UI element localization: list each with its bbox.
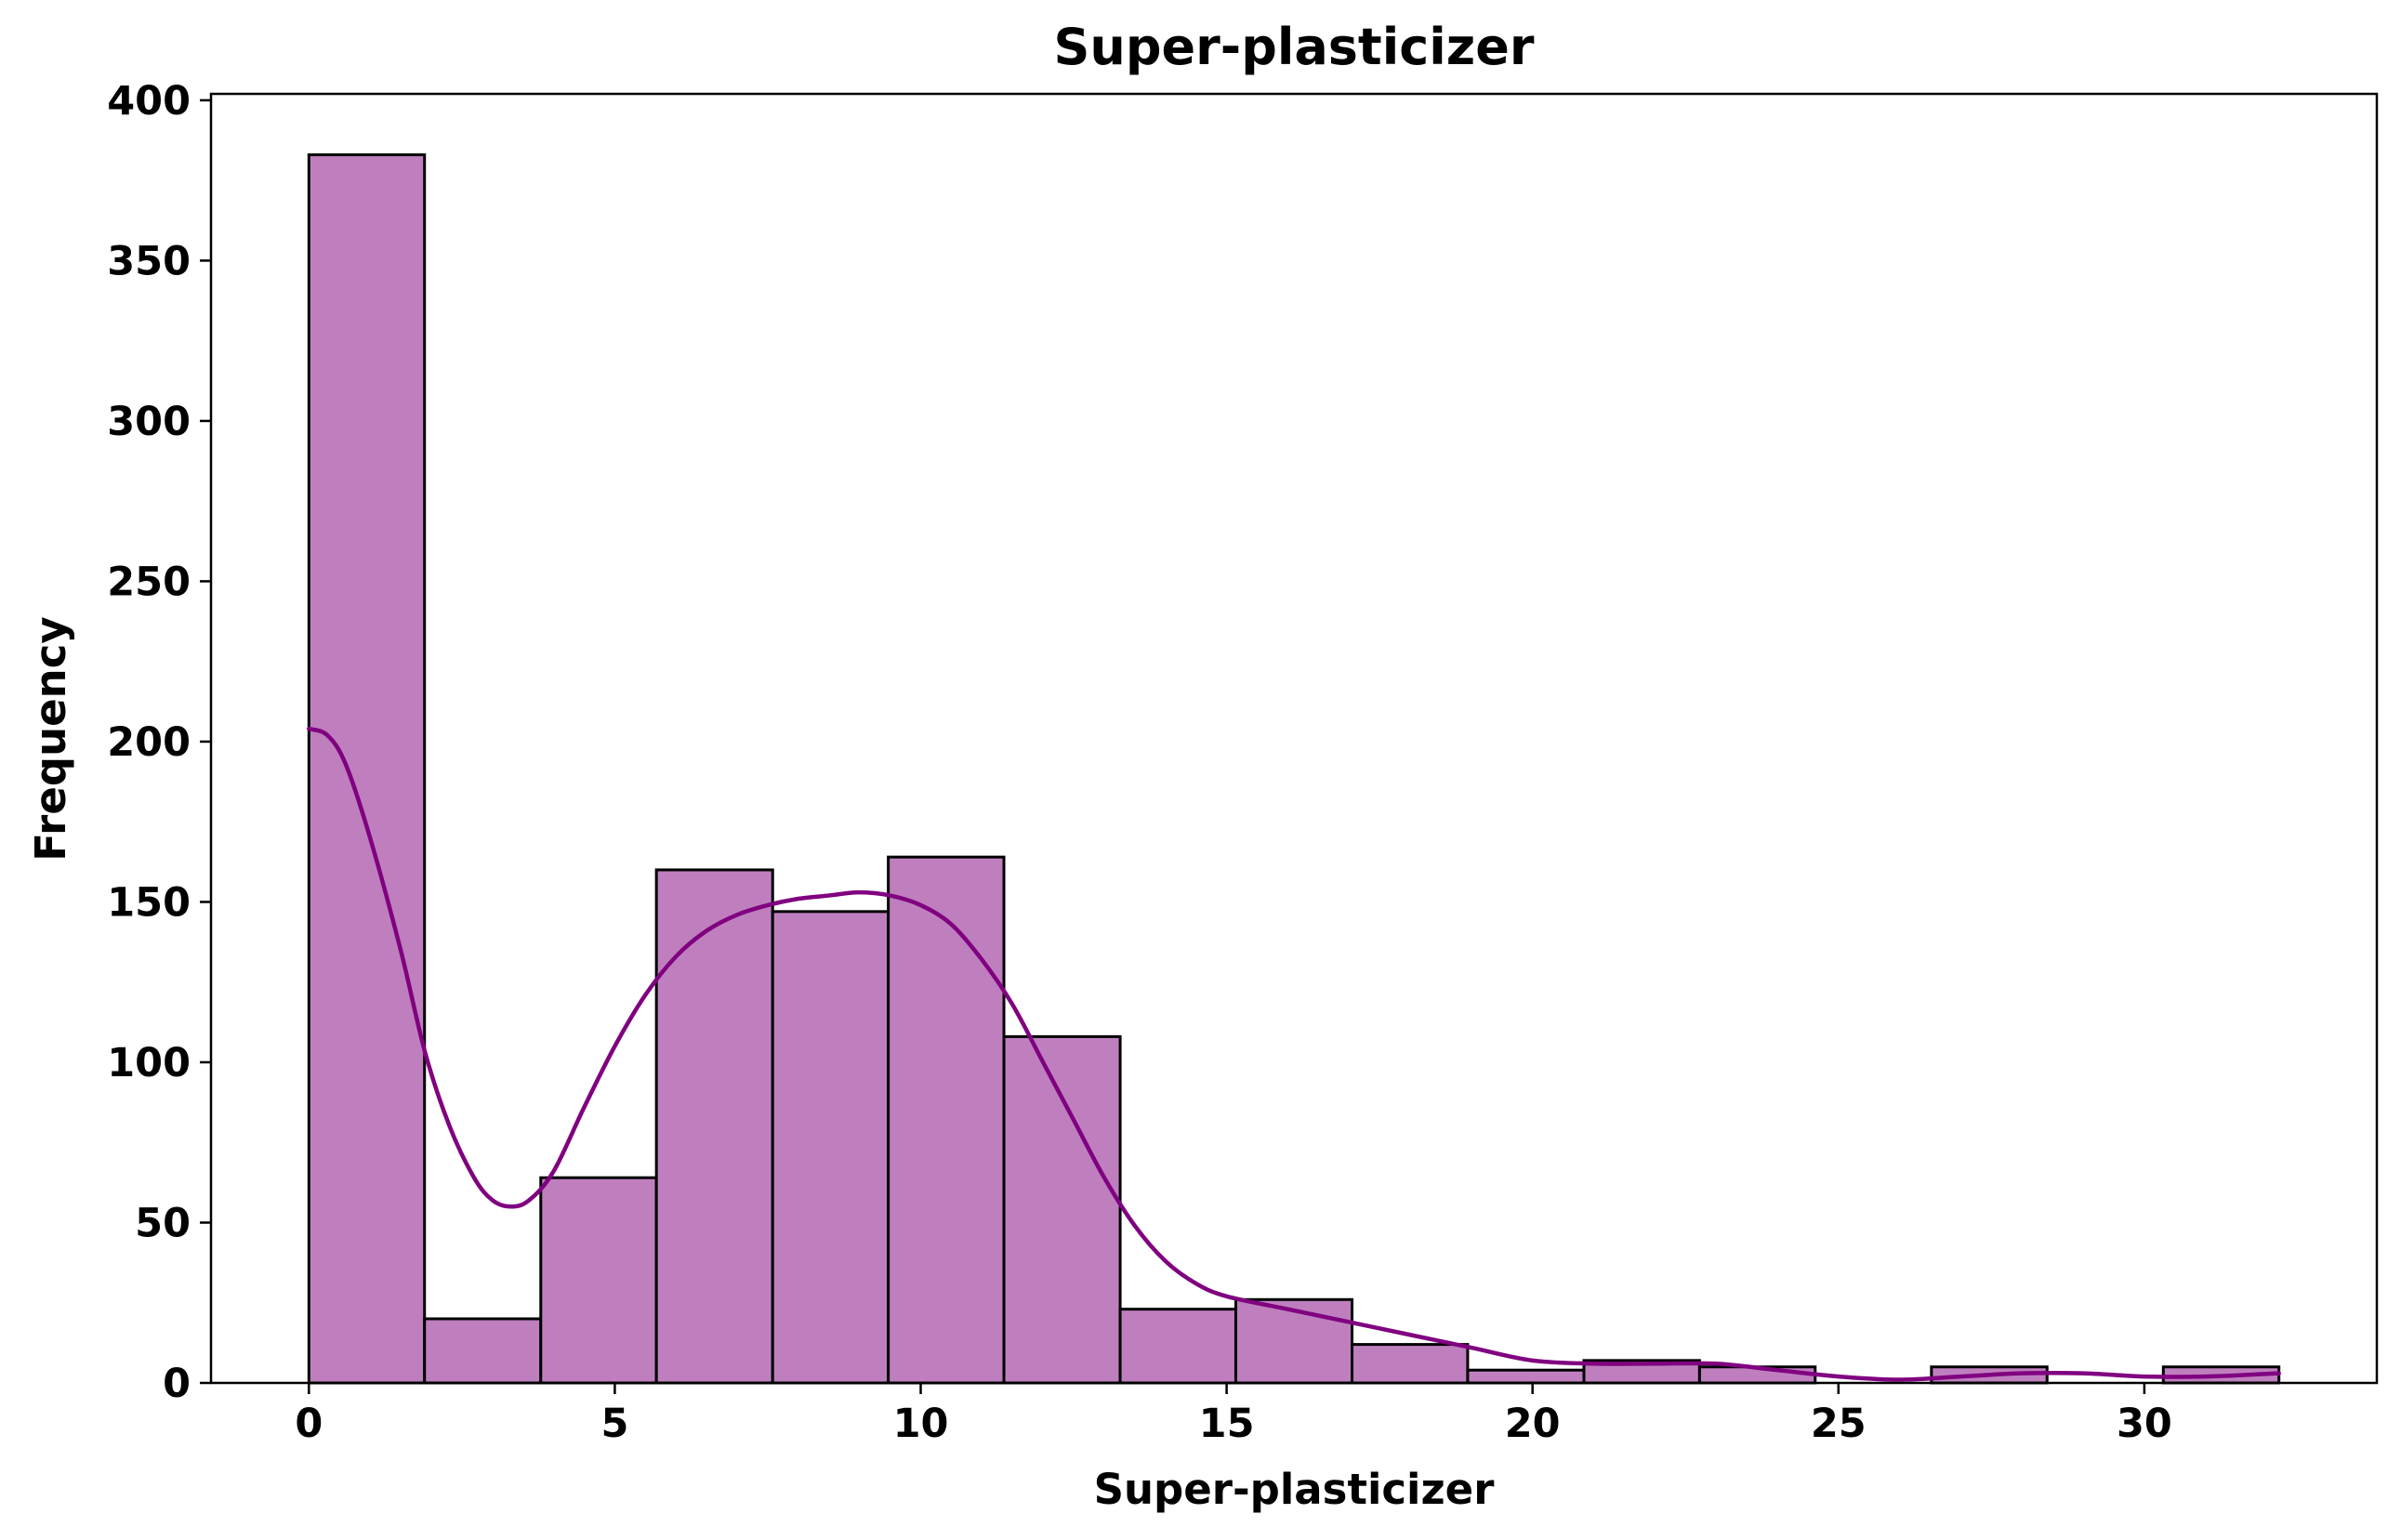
histogram-bar: [1233, 1297, 1354, 1385]
y-tick-label: 250: [107, 559, 191, 605]
x-tick-label: 5: [600, 1401, 628, 1447]
y-tick-label: 0: [163, 1361, 191, 1407]
histogram-bar: [423, 1317, 543, 1385]
y-tick-label: 200: [107, 719, 191, 766]
x-tick-label: 15: [1199, 1401, 1255, 1447]
histogram-bar: [1118, 1308, 1237, 1385]
histogram-bar: [307, 153, 427, 1385]
y-axis-ticks: 0 50 100 150 200 250 300 350 400: [107, 78, 211, 1407]
x-tick-label: 25: [1811, 1401, 1867, 1447]
histogram-bar: [1002, 1034, 1122, 1385]
x-tick-label: 10: [893, 1401, 949, 1447]
histogram-bar: [771, 910, 890, 1385]
y-tick-label: 300: [107, 399, 191, 445]
histogram-bar: [1466, 1368, 1586, 1385]
plot-frame: [209, 92, 2379, 1385]
x-axis-ticks: 0 5 10 15 20 25 30: [295, 1383, 2172, 1447]
histogram-bars: [307, 153, 2281, 1385]
y-tick-label: 150: [107, 879, 191, 926]
y-axis-label: Frequency: [26, 616, 75, 861]
x-axis-label: Super-plasticizer: [1094, 1465, 1496, 1514]
y-tick-label: 50: [135, 1200, 191, 1246]
y-tick-label: 100: [107, 1040, 191, 1086]
chart-title: Super-plasticizer: [1054, 18, 1535, 76]
x-tick-label: 0: [295, 1401, 323, 1447]
y-tick-label: 400: [107, 78, 191, 125]
kde-curve: [307, 726, 2281, 1382]
x-tick-label: 20: [1505, 1401, 1561, 1447]
histogram-bar: [539, 1176, 658, 1385]
histogram-bar: [1351, 1343, 1470, 1385]
histogram-bar: [887, 855, 1006, 1385]
x-tick-label: 30: [2117, 1401, 2172, 1447]
histogram-bar: [654, 868, 774, 1385]
y-tick-label: 350: [107, 238, 191, 284]
